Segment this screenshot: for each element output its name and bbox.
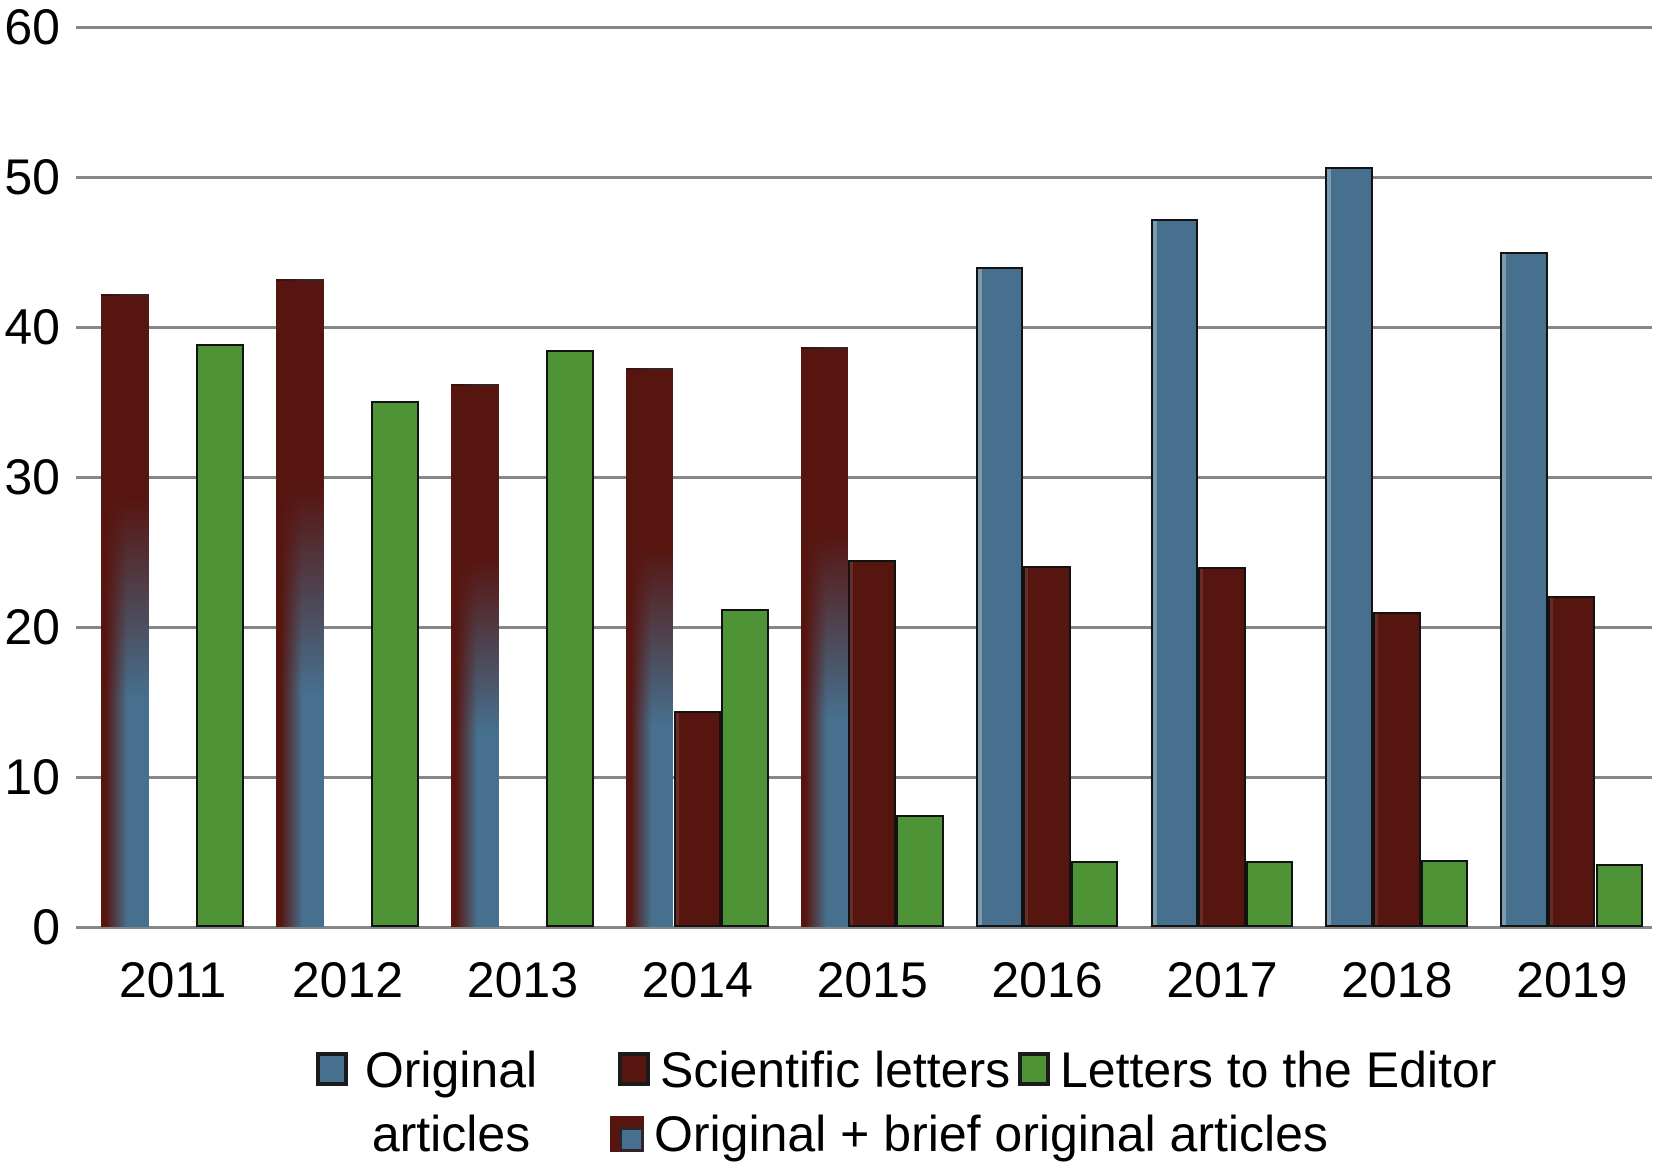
legend-item-original-articles: Original articles [316, 1038, 544, 1166]
bar-letters-to-editor-2017 [1245, 861, 1294, 927]
bar-original-plus-brief-2015 [800, 346, 849, 927]
bar-scientific-letters-2018 [1373, 612, 1421, 927]
legend-item-original-plus-brief: Original + brief original articles [610, 1102, 1328, 1166]
x-axis-label-2016: 2016 [991, 952, 1103, 1008]
original-articles-swatch-icon [316, 1052, 348, 1086]
gridline-60 [76, 25, 1652, 29]
original-plus-brief-swatch-blue-part [620, 1128, 643, 1151]
x-axis-label-2019: 2019 [1516, 952, 1628, 1008]
letters-to-editor-swatch-icon [1018, 1052, 1050, 1086]
gridline-40 [76, 325, 1652, 329]
bar-letters-to-editor-2011 [196, 343, 244, 927]
y-axis-tick-label-50: 50 [4, 149, 60, 205]
bar-original-articles-2019 [1500, 252, 1548, 927]
bar-scientific-letters-2016 [1023, 565, 1071, 927]
bar-original-plus-brief-2012 [276, 279, 324, 927]
gridline-30 [76, 475, 1652, 479]
x-axis-label-2012: 2012 [291, 952, 404, 1008]
legend-label-original-articles: Original articles [364, 1042, 538, 1162]
bar-original-plus-brief-2014 [625, 367, 674, 927]
bar-letters-to-editor-2014 [721, 609, 769, 927]
x-axis-label-2015: 2015 [816, 952, 928, 1008]
gridline-50 [76, 175, 1652, 179]
bar-scientific-letters-2017 [1198, 567, 1246, 927]
gridline-0 [76, 925, 1652, 929]
bar-original-plus-brief-2013 [451, 384, 499, 927]
bar-original-plus-brief-2011 [101, 294, 149, 927]
legend-label-letters-to-editor: Letters to the Editor [1060, 1042, 1497, 1098]
bar-scientific-letters-2019 [1547, 595, 1596, 927]
y-axis-tick-label-20: 20 [4, 599, 60, 655]
bar-scientific-letters-2014 [673, 711, 722, 927]
x-axis-label-2011: 2011 [118, 952, 227, 1008]
legend-item-scientific-letters: Scientific letters [618, 1038, 1010, 1102]
scientific-letters-swatch-icon [618, 1052, 650, 1086]
y-axis-tick-label-10: 10 [4, 749, 60, 805]
original-plus-brief-swatch-icon [610, 1116, 644, 1152]
legend-label-original-plus-brief: Original + brief original articles [654, 1106, 1328, 1162]
bar-letters-to-editor-2015 [896, 814, 944, 927]
bar-letters-to-editor-2013 [546, 349, 594, 927]
bar-original-articles-2018 [1325, 166, 1373, 927]
bar-scientific-letters-2015 [848, 559, 896, 927]
bar-original-articles-2016 [975, 267, 1024, 927]
bar-letters-to-editor-2016 [1070, 861, 1119, 927]
bar-letters-to-editor-2018 [1420, 859, 1469, 927]
legend-label-scientific-letters: Scientific letters [660, 1042, 1011, 1098]
y-axis-tick-label-40: 40 [4, 299, 60, 355]
bar-original-articles-2017 [1150, 219, 1199, 927]
y-axis-tick-label-30: 30 [4, 449, 60, 505]
x-axis-label-2014: 2014 [641, 952, 753, 1008]
bar-letters-to-editor-2019 [1595, 864, 1644, 927]
x-axis-label-2013: 2013 [466, 952, 578, 1008]
y-axis-tick-label-0: 0 [32, 899, 60, 955]
x-axis-label-2017: 2017 [1166, 952, 1278, 1008]
bar-letters-to-editor-2012 [371, 400, 419, 927]
legend-item-letters-to-editor: Letters to the Editor [1018, 1038, 1496, 1102]
y-axis-tick-label-60: 60 [4, 0, 60, 55]
x-axis-label-2018: 2018 [1341, 952, 1453, 1008]
